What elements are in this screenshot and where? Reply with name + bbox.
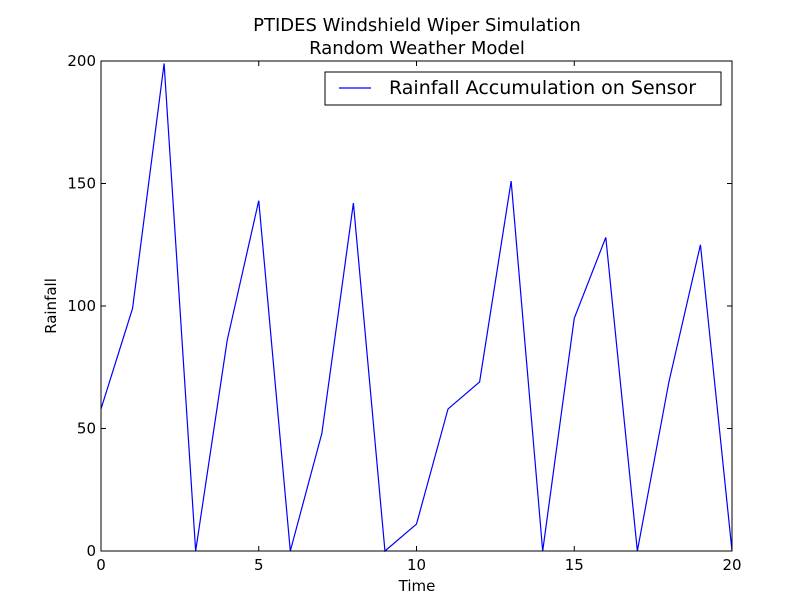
x-axis: 0 5 10 15 20	[96, 61, 742, 574]
plot-area	[100, 63, 733, 553]
plot-frame	[100, 60, 733, 552]
x-tick-label: 10	[407, 556, 426, 574]
y-axis-label: Rainfall	[42, 278, 60, 334]
x-tick-label: 15	[565, 556, 584, 574]
y-tick-label: 150	[67, 175, 96, 193]
chart-title: PTIDES Windshield Wiper Simulation	[253, 15, 581, 36]
x-axis-label: Time	[398, 577, 436, 595]
y-tick-label: 200	[67, 52, 96, 70]
x-tick-label: 5	[254, 556, 264, 574]
x-tick-label: 20	[722, 556, 741, 574]
x-tick-label: 0	[96, 556, 106, 574]
y-tick-label: 0	[86, 542, 96, 560]
legend-label: Rainfall Accumulation on Sensor	[389, 77, 696, 99]
chart-subtitle: Random Weather Model	[309, 38, 525, 59]
legend: Rainfall Accumulation on Sensor	[324, 71, 722, 106]
y-tick-label: 50	[77, 420, 96, 438]
legend-box	[324, 71, 722, 106]
y-axis: 0 50 100 150 200	[67, 52, 732, 560]
chart-title-block: PTIDES Windshield Wiper Simulation Rando…	[253, 15, 581, 59]
y-tick-label: 100	[67, 297, 96, 315]
series-line-0	[100, 63, 733, 553]
